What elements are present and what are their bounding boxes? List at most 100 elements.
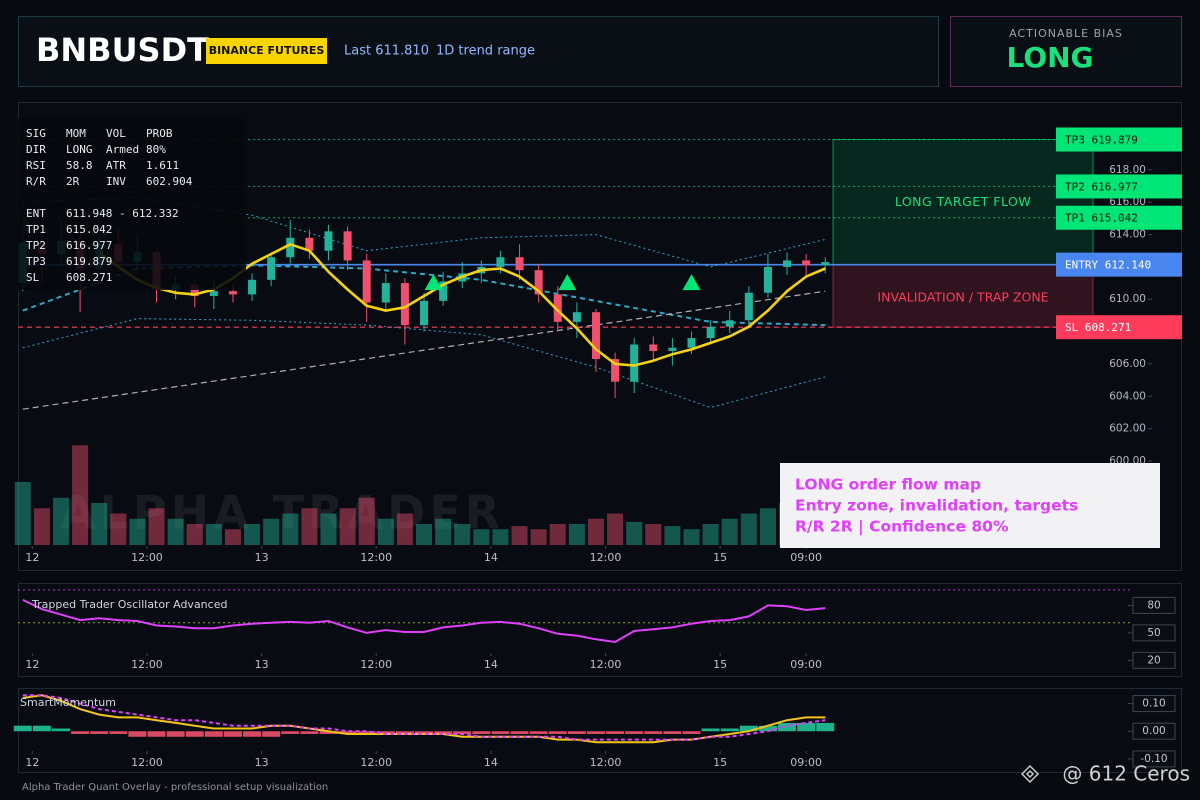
last-price: Last 611.810 [344, 44, 429, 59]
volume-bar [358, 497, 375, 545]
volume-bar [282, 513, 299, 545]
momentum-panel [18, 688, 1182, 773]
volume-bar [301, 508, 318, 545]
info-cell: 80% [146, 143, 166, 156]
level-value: 615.042 [1092, 212, 1138, 225]
volume-bar [396, 513, 413, 545]
histogram-bar [51, 728, 70, 732]
volume-bar [110, 513, 127, 545]
credit-icon [1020, 764, 1040, 784]
volume-bar [702, 524, 719, 545]
volume-bar [244, 524, 261, 545]
histogram-bar [415, 731, 434, 735]
panel-title: Trapped Trader Oscillator Advanced [31, 598, 227, 611]
volume-bar [129, 518, 146, 545]
histogram-bar [338, 731, 357, 735]
volume-bar [607, 513, 624, 545]
candle-body [420, 300, 429, 326]
histogram-bar [319, 731, 338, 735]
candle-body [190, 284, 199, 297]
volume-bar [205, 524, 222, 545]
candle-body [553, 294, 562, 322]
panel-title: SmartMomentum [20, 696, 116, 709]
histogram-bar [185, 731, 204, 737]
info-cell: 615.042 [66, 223, 112, 236]
histogram-bar [147, 731, 166, 737]
candle-body [649, 344, 658, 351]
histogram-bar [281, 731, 300, 735]
candle-body [783, 260, 792, 267]
x-tick-label: 12 [25, 658, 39, 671]
info-cell: SL [26, 271, 40, 284]
volume-bar [186, 524, 203, 545]
level-name: SL [1065, 321, 1079, 334]
candle-body [572, 312, 581, 322]
header-box [18, 16, 939, 87]
info-cell: SIG [26, 127, 46, 140]
info-cell: DIR [26, 143, 46, 156]
info-cell: ENT [26, 207, 46, 220]
volume-bar [91, 503, 108, 545]
x-tick-label: 12:00 [360, 551, 392, 564]
level-tag-label: ENTRY 612.140 [1065, 259, 1151, 272]
candle-body [439, 281, 448, 301]
histogram-bar [510, 731, 529, 735]
level-name: TP2 [1065, 180, 1085, 193]
candle-body [630, 344, 639, 382]
volume-bar [148, 508, 165, 545]
volume-bar [721, 518, 738, 545]
candle-body [591, 312, 600, 360]
y-tick-label: 602.00 [1109, 423, 1146, 435]
info-cell: 1.611 [146, 159, 179, 172]
candle-body [725, 320, 734, 327]
bias-box [950, 16, 1182, 87]
target-zone-label: LONG TARGET FLOW [895, 194, 1031, 209]
histogram-bar [357, 731, 376, 735]
buy-signal [682, 274, 701, 291]
histogram-bar [109, 731, 128, 735]
level-tag-label: TP1 615.042 [1065, 212, 1138, 225]
level-value: 619.879 [1092, 134, 1138, 147]
exchange: BINANCE FUTURES [209, 44, 325, 57]
info-cell: 611.948 - 612.332 [66, 207, 179, 220]
histogram-bar [90, 731, 109, 735]
histogram-bar [701, 728, 720, 732]
candle-body [496, 257, 505, 267]
level-name: TP1 [1065, 212, 1085, 225]
exchange-badge [206, 38, 327, 64]
info-cell: TP1 [26, 223, 46, 236]
note-line: R/R 2R | Confidence 80% [795, 518, 1009, 537]
volume-bar [473, 529, 490, 545]
info-panel [18, 118, 246, 290]
y-tick-label: 606.00 [1109, 358, 1146, 370]
x-tick-label: 12:00 [590, 658, 622, 671]
candle-body [821, 262, 830, 266]
histogram-bar [32, 725, 51, 732]
x-tick-label: 09:00 [790, 658, 822, 671]
y-tick-label: 610.00 [1109, 293, 1146, 305]
x-tick-label: 12:00 [360, 658, 392, 671]
candle-body [343, 231, 352, 261]
level-value: 616.977 [1092, 180, 1138, 193]
trend-line [22, 290, 826, 410]
level-value: 608.271 [1085, 321, 1131, 334]
y-tick-label: -0.10 [1140, 753, 1167, 765]
candle-body [228, 291, 237, 295]
range: 1D trend range [436, 44, 535, 59]
x-tick-label: 14 [484, 756, 498, 769]
info-cell: INV [106, 175, 126, 188]
info-cell: 616.977 [66, 239, 112, 252]
volume-bar [263, 518, 280, 545]
footer: Alpha Trader Quant Overlay - professiona… [22, 782, 328, 793]
histogram-bar [797, 722, 816, 732]
volume-bar [664, 526, 681, 545]
histogram-bar [567, 731, 586, 735]
trap-zone-label: INVALIDATION / TRAP ZONE [877, 289, 1048, 304]
volume-bar [72, 445, 89, 545]
x-tick-label: 13 [255, 551, 269, 564]
histogram-bar [682, 731, 701, 735]
histogram-bar [529, 731, 548, 735]
note-line: Entry zone, invalidation, targets [795, 497, 1078, 515]
candle-body [381, 283, 390, 303]
level-tag [1056, 205, 1182, 230]
